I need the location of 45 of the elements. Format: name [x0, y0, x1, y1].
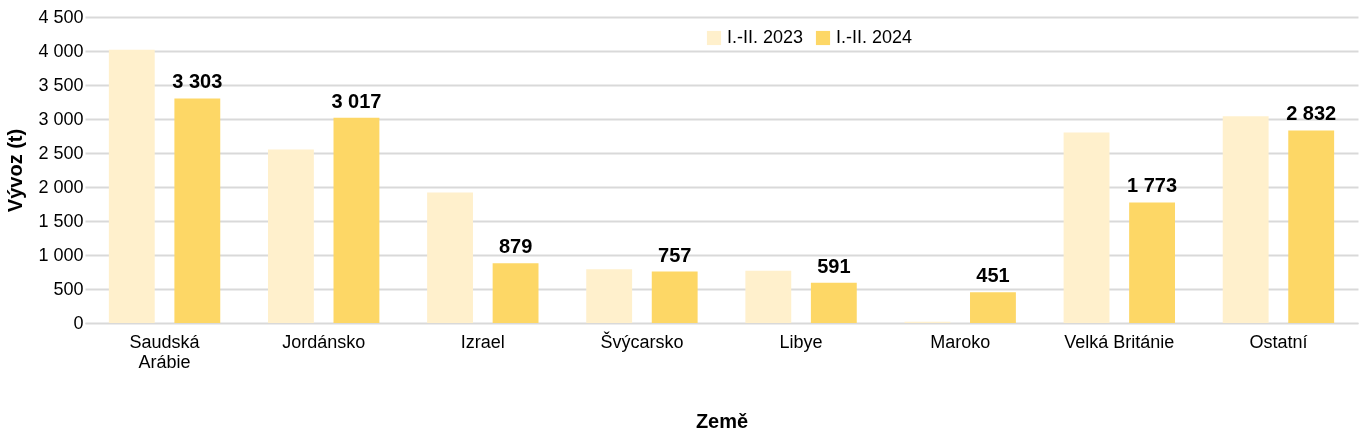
bar [1063, 132, 1110, 323]
x-tick-label: Izrael [460, 331, 505, 352]
x-tick-label: Švýcarsko [600, 330, 684, 352]
data-label: 1 773 [1127, 174, 1178, 197]
data-label: 3 303 [172, 70, 223, 93]
bar [427, 192, 473, 323]
x-tick-label: Ostatní [1249, 331, 1308, 352]
data-label: 2 832 [1286, 102, 1337, 125]
x-tick-label: Libye [779, 331, 823, 352]
y-tick-label: 500 [53, 278, 84, 299]
legend-label: I.-II. 2024 [836, 27, 913, 47]
bar [1222, 116, 1269, 323]
x-tick-label: Saudská Arábie [129, 331, 201, 372]
bar [1129, 202, 1176, 323]
x-axis-title: Země [695, 409, 749, 432]
y-tick-label: 3 500 [38, 74, 84, 95]
bar [333, 117, 380, 323]
bar [108, 49, 155, 323]
data-label: 451 [976, 264, 1010, 287]
bar [1288, 130, 1335, 323]
y-tick-label: 1 500 [38, 210, 84, 231]
y-tick-label: 0 [73, 312, 84, 333]
data-label: 3 017 [331, 89, 382, 112]
bar [745, 270, 792, 323]
x-tick-label: Velká Británie [1064, 331, 1175, 352]
legend-label: I.-II. 2023 [727, 27, 804, 47]
y-tick-label: 4 000 [38, 40, 84, 61]
bar [174, 98, 221, 323]
y-tick-label: 3 000 [38, 108, 84, 129]
bar [492, 263, 539, 323]
bar [810, 282, 857, 323]
x-tick-label: Maroko [930, 331, 991, 352]
y-tick-label: 2 500 [38, 142, 84, 163]
y-tick-label: 1 000 [38, 244, 84, 265]
bar [651, 271, 698, 323]
y-axis-title: Vývoz (t) [4, 128, 27, 213]
data-label: 757 [658, 243, 692, 266]
data-label: 591 [817, 254, 851, 277]
bar [586, 269, 633, 323]
x-tick-label: Jordánsko [282, 331, 366, 352]
data-label: 879 [498, 235, 533, 258]
bar [970, 292, 1016, 323]
bar [267, 149, 314, 323]
y-tick-label: 4 500 [38, 6, 84, 27]
y-tick-label: 2 000 [38, 176, 84, 197]
